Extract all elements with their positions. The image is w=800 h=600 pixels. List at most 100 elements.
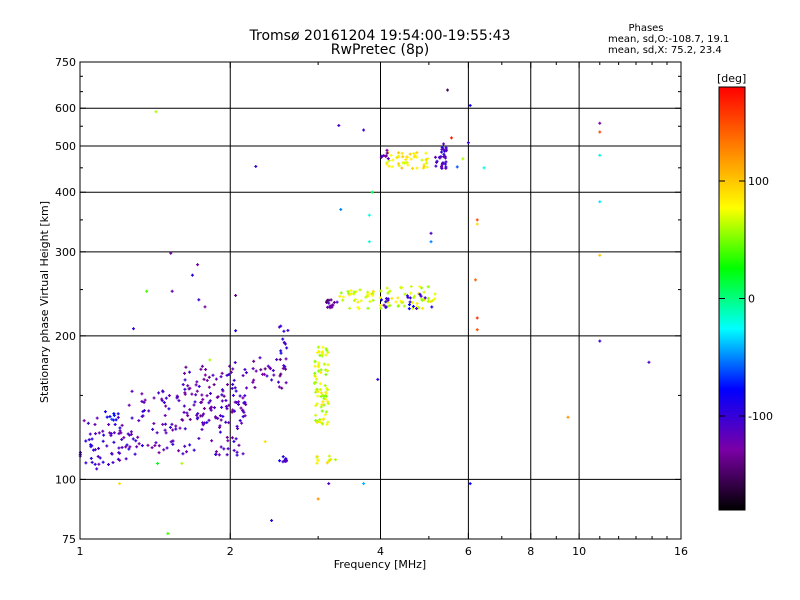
data-point — [117, 432, 121, 436]
data-point — [364, 295, 368, 299]
data-point — [165, 446, 169, 450]
data-point — [316, 390, 320, 394]
data-point — [222, 394, 226, 398]
data-point — [371, 289, 375, 293]
data-point — [241, 396, 245, 400]
data-point — [384, 305, 388, 309]
data-point — [411, 304, 415, 308]
data-point — [319, 394, 323, 398]
data-point — [186, 414, 190, 418]
data-point — [140, 399, 144, 403]
data-point — [225, 407, 229, 411]
data-point — [130, 416, 134, 420]
data-point — [429, 231, 433, 235]
data-point — [327, 482, 331, 486]
data-point — [468, 482, 472, 486]
data-point — [385, 286, 389, 290]
data-point — [417, 306, 421, 310]
data-point — [326, 388, 330, 392]
data-point — [231, 408, 235, 412]
data-point — [102, 433, 106, 437]
data-point — [137, 442, 141, 446]
data-point — [183, 378, 187, 382]
data-point — [98, 456, 102, 460]
data-point — [226, 447, 230, 451]
data-point — [197, 436, 201, 440]
data-point — [566, 415, 570, 419]
data-point — [325, 461, 329, 465]
data-point — [151, 427, 155, 431]
data-point — [201, 397, 205, 401]
data-point — [82, 419, 86, 423]
data-point — [405, 294, 409, 298]
data-point — [321, 418, 325, 422]
data-point — [253, 385, 257, 389]
data-point — [97, 431, 101, 435]
data-point — [217, 453, 221, 457]
data-point — [209, 408, 213, 412]
data-point — [231, 367, 235, 371]
data-point — [455, 165, 459, 169]
data-point — [442, 142, 446, 146]
data-point — [241, 374, 245, 378]
data-point — [401, 161, 405, 165]
data-point — [197, 384, 201, 388]
data-point — [324, 347, 328, 351]
data-point — [87, 438, 91, 442]
data-point — [235, 401, 239, 405]
data-point — [440, 162, 444, 166]
y-tick-label: 400 — [55, 186, 76, 199]
data-point — [263, 367, 267, 371]
data-point — [281, 337, 285, 341]
data-point — [111, 461, 115, 465]
x-tick-label: 6 — [465, 545, 472, 558]
data-point — [326, 402, 330, 406]
data-point — [196, 412, 200, 416]
data-point — [225, 453, 229, 457]
data-point — [209, 405, 213, 409]
data-point — [386, 297, 390, 301]
data-point — [127, 403, 131, 407]
data-point — [225, 373, 229, 377]
data-point — [403, 292, 407, 296]
data-point — [418, 292, 422, 296]
colorbar-ticks: 100 0 -100 — [719, 175, 773, 423]
data-point — [145, 289, 149, 293]
data-point — [315, 454, 319, 458]
data-point — [404, 158, 408, 162]
data-point — [157, 391, 161, 395]
data-point — [331, 303, 335, 307]
data-point — [396, 296, 400, 300]
data-point — [157, 444, 161, 448]
data-point — [208, 391, 212, 395]
data-point — [235, 450, 239, 454]
data-point — [164, 431, 168, 435]
data-point — [183, 427, 187, 431]
data-point — [243, 414, 247, 418]
data-point — [134, 439, 138, 443]
x-axis-ticks: 1 2 4 6 8 10 16 — [77, 62, 688, 558]
data-point — [154, 441, 158, 445]
x-tick-label: 10 — [572, 545, 586, 558]
data-point — [279, 349, 283, 353]
data-point — [207, 385, 211, 389]
data-point — [280, 386, 284, 390]
data-point — [95, 416, 99, 420]
data-point — [177, 399, 181, 403]
data-point — [315, 402, 319, 406]
data-point — [400, 166, 404, 170]
data-point — [387, 159, 391, 163]
data-point — [188, 417, 192, 421]
data-point — [422, 163, 426, 167]
data-point — [113, 422, 117, 426]
data-point — [184, 365, 188, 369]
data-point — [220, 371, 224, 375]
data-point — [324, 410, 328, 414]
data-point — [598, 130, 602, 134]
data-point — [200, 427, 204, 431]
data-point — [202, 407, 206, 411]
data-point — [177, 449, 181, 453]
data-point — [232, 440, 236, 444]
data-point — [281, 455, 285, 459]
data-point — [193, 400, 197, 404]
